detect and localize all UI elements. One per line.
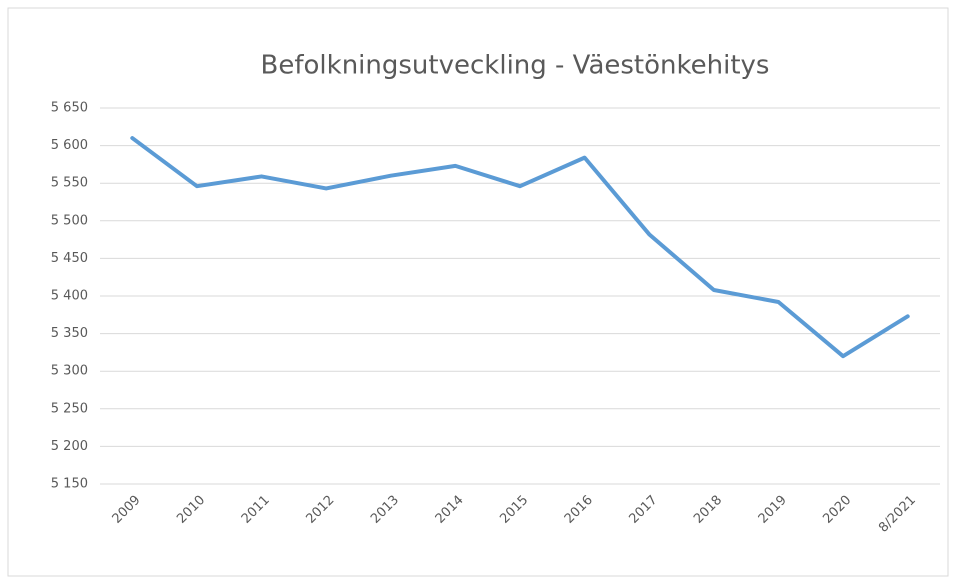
y-tick-label: 5 350 bbox=[51, 326, 88, 341]
y-tick-label: 5 600 bbox=[51, 138, 88, 153]
chart-title: Befolkningsutveckling - Väestönkehitys bbox=[261, 51, 770, 81]
y-tick-label: 5 150 bbox=[51, 477, 88, 492]
y-tick-label: 5 650 bbox=[51, 101, 88, 116]
y-tick-label: 5 250 bbox=[51, 401, 88, 416]
data-line bbox=[130, 136, 910, 359]
y-tick-label: 5 200 bbox=[51, 439, 88, 454]
y-tick-label: 5 450 bbox=[51, 251, 88, 266]
chart-border bbox=[7, 7, 949, 577]
y-tick-label: 5 550 bbox=[51, 176, 88, 191]
y-tick-label: 5 500 bbox=[51, 213, 88, 228]
y-tick-label: 5 400 bbox=[51, 289, 88, 304]
y-tick-label: 5 300 bbox=[51, 364, 88, 379]
